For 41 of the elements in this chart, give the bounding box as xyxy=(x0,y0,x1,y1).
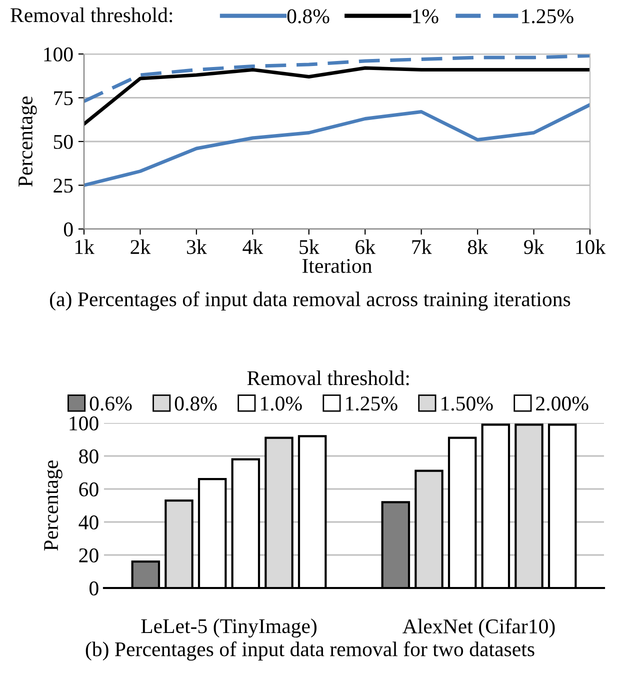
y-tick-label: 0 xyxy=(90,581,98,596)
legend-label: 1.0% xyxy=(260,396,302,411)
y-tick-label: 0 xyxy=(64,222,73,236)
y-tick-label: 50 xyxy=(54,134,73,149)
y-axis-title: Percentage xyxy=(18,96,37,187)
y-axis-title: Percentage xyxy=(44,460,62,551)
legend-label: 1.25% xyxy=(522,9,574,24)
legend-label: 0.8% xyxy=(287,9,330,24)
y-tick-label: 60 xyxy=(79,482,98,496)
x-tick-label: 5k xyxy=(300,239,320,254)
legend-label: 1.50% xyxy=(442,396,493,411)
x-tick-label: 7k xyxy=(412,239,432,254)
x-tick-label: 6k xyxy=(356,239,376,254)
y-tick-label: 25 xyxy=(54,178,73,193)
text: (b) Percentages of input data removal for two datasets xyxy=(86,641,534,661)
x-tick-label: 8k xyxy=(468,239,488,254)
x-axis-title: Iteration xyxy=(302,258,372,273)
legend-title: Removal threshold: xyxy=(247,370,409,386)
line-series xyxy=(84,66,590,126)
x-tick-label: 9k xyxy=(524,239,544,254)
legend-label: 1% xyxy=(413,9,438,24)
y-tick-label: 40 xyxy=(78,515,98,530)
y-tick-label: 100 xyxy=(44,47,73,62)
legend-title: Removal threshold: xyxy=(10,8,172,22)
x-tick-label: 4k xyxy=(242,239,264,254)
x-tick-label: AlexNet (Cifar10) xyxy=(402,618,555,638)
y-tick-label: 20 xyxy=(79,548,98,562)
text: (a) Percentages of input data removal across training iterations xyxy=(50,291,570,311)
legend-label: 1.25% xyxy=(346,396,398,411)
legend-label: 0.6% xyxy=(90,396,132,411)
x-tick-label: 1k xyxy=(75,239,94,254)
legend-label: 0.8% xyxy=(174,396,217,411)
y-tick-label: 80 xyxy=(79,449,98,464)
legend-label: 2.00% xyxy=(536,396,588,411)
x-tick-label: 3k xyxy=(187,239,207,254)
line-series xyxy=(84,103,590,187)
x-tick-label: 10k xyxy=(576,239,606,254)
y-tick-label: 75 xyxy=(54,91,73,106)
x-tick-label: LeLet-5 (TinyImage) xyxy=(141,618,317,638)
x-tick-label: 2k xyxy=(130,239,151,254)
y-tick-label: 100 xyxy=(70,416,98,430)
